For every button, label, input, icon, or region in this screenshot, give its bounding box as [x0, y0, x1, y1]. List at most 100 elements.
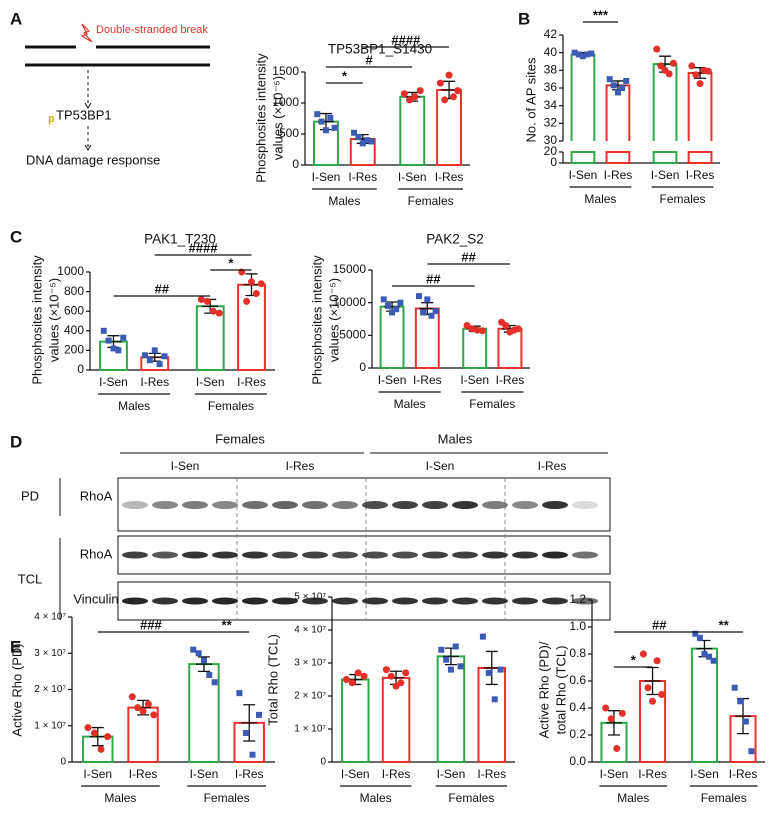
x-tick-label: I-Sen — [196, 375, 225, 389]
data-point — [134, 704, 142, 712]
data-point — [115, 347, 122, 354]
data-point — [211, 679, 218, 686]
panel-letter: E — [10, 637, 21, 656]
data-point — [420, 309, 427, 316]
x-tick-label: I-Sen — [190, 767, 219, 781]
data-point — [203, 297, 211, 305]
x-tick-label: I-Res — [604, 168, 633, 182]
data-point — [696, 634, 703, 641]
data-point — [731, 684, 738, 691]
x-tick-label: I-Sen — [460, 373, 489, 387]
error-bar — [441, 80, 458, 100]
blot-band — [542, 551, 568, 559]
y-axis-label: Total Rho (TCL) — [265, 634, 280, 726]
blot-band — [392, 597, 418, 605]
data-point — [200, 657, 207, 664]
blot-band — [362, 501, 388, 509]
data-point — [438, 646, 445, 653]
data-point — [649, 697, 657, 705]
bar — [600, 721, 628, 763]
bar — [399, 95, 426, 166]
blot-band — [182, 597, 208, 605]
data-point — [502, 322, 510, 330]
y-axis-label: No. of AP sites — [523, 57, 538, 143]
x-tick-label: I-Sen — [341, 767, 370, 781]
group-label: Males — [584, 192, 616, 206]
data-point — [236, 690, 243, 697]
data-point — [322, 127, 329, 134]
error-bar — [135, 699, 152, 716]
bar — [436, 655, 466, 763]
data-point — [351, 129, 358, 136]
data-point — [653, 45, 661, 53]
blot-band — [122, 597, 148, 605]
blot-band — [302, 551, 328, 559]
x-tick-label: I-Res — [235, 767, 264, 781]
blot-band — [482, 597, 508, 605]
western-blot: Females Males I-Sen I-Res I-Sen I-Res PD… — [18, 431, 611, 621]
x-tick-label: I-Sen — [600, 767, 629, 781]
data-point — [669, 59, 677, 67]
bar — [639, 680, 667, 763]
bar — [195, 305, 225, 371]
blot-band — [272, 501, 298, 509]
row-label: Vinculin — [73, 591, 118, 606]
group-label: Females — [660, 192, 706, 206]
data-point — [692, 630, 699, 637]
data-point — [653, 657, 661, 665]
data-point — [382, 666, 390, 674]
x-tick-label: I-Sen — [690, 767, 719, 781]
y-tick-label: 1.0 — [569, 619, 586, 633]
x-tick-label: I-Res — [129, 767, 158, 781]
data-point — [436, 79, 444, 87]
blot-band — [152, 501, 178, 509]
blot-band — [332, 597, 358, 605]
blot-band — [512, 501, 538, 509]
blot-band — [422, 551, 448, 559]
data-point — [445, 71, 453, 79]
blot-band — [242, 551, 268, 559]
y-axis-label: Phosphosites intensity — [309, 255, 324, 385]
chart-title: PAK1_T230 — [144, 232, 216, 247]
group-label: Females — [204, 791, 250, 805]
fraction-label: TCL — [18, 571, 43, 586]
data-point — [457, 663, 464, 670]
x-tick-label: I-Sen — [378, 373, 407, 387]
error-bar — [89, 726, 106, 747]
data-point — [449, 93, 457, 101]
bar — [690, 647, 718, 763]
data-point — [397, 679, 405, 687]
data-point — [387, 672, 395, 680]
data-point — [84, 724, 92, 732]
blot-band — [512, 551, 538, 559]
y-tick-label: 800 — [64, 284, 84, 298]
y-tick-label: 200 — [64, 343, 84, 357]
x-tick-label: I-Sen — [312, 170, 341, 184]
y-tick-label: 4 × 10⁷ — [34, 612, 66, 623]
diagram-label: Double-stranded break — [96, 24, 208, 36]
blot-band — [182, 551, 208, 559]
y-tick-label: 40 — [544, 45, 558, 59]
bar — [188, 663, 220, 763]
group-label: Males — [360, 791, 392, 805]
row-label: RhoA — [80, 488, 113, 503]
blot-band — [542, 501, 568, 509]
data-point — [424, 296, 431, 303]
fraction-label: PD — [21, 488, 39, 503]
blot-band — [152, 551, 178, 559]
data-point — [479, 633, 486, 640]
data-point — [478, 327, 486, 335]
error-bar — [384, 301, 401, 312]
data-point — [380, 296, 387, 303]
panel-letter: A — [10, 9, 22, 28]
data-point — [242, 730, 249, 736]
y-tick-label: 400 — [64, 323, 84, 337]
group-label: Females — [701, 791, 747, 805]
y-tick-label: 34 — [544, 98, 558, 112]
blot-band — [452, 551, 478, 559]
blot-band — [452, 501, 478, 509]
blot-condition: I-Res — [538, 459, 567, 473]
data-point — [354, 669, 362, 677]
y-tick-label: 32 — [544, 116, 558, 130]
data-point — [432, 308, 439, 315]
